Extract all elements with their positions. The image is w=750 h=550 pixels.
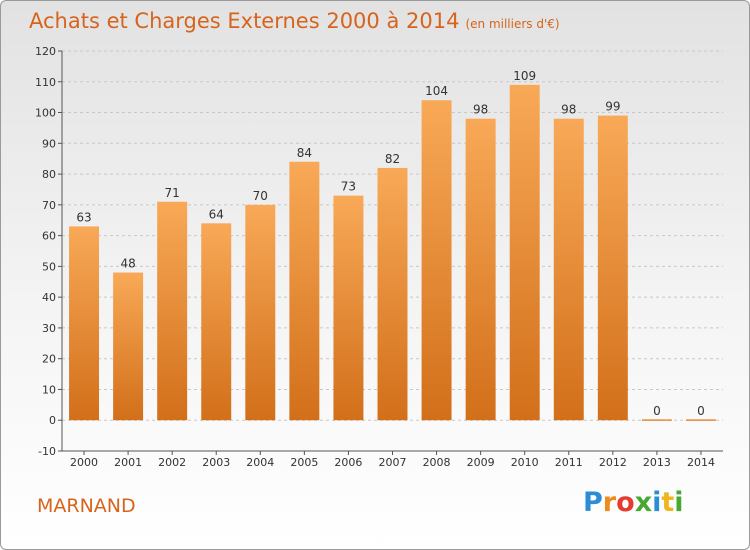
x-tick-label: 2011	[555, 456, 583, 469]
logo-letter: x	[634, 487, 653, 518]
x-tick-label: 2010	[511, 456, 539, 469]
logo-letter: o	[616, 487, 635, 518]
data-label: 98	[561, 103, 576, 117]
x-tick-label: 2000	[70, 456, 98, 469]
logo-letter: r	[602, 487, 617, 518]
bar	[465, 118, 496, 421]
bar	[553, 118, 584, 421]
data-label: 109	[513, 69, 536, 83]
bar	[157, 201, 188, 421]
y-tick-label: -10	[38, 445, 56, 458]
y-tick-label: 60	[42, 230, 56, 243]
bar	[641, 419, 672, 421]
logo-letter: i	[674, 487, 684, 518]
x-tick-label: 2012	[599, 456, 627, 469]
commune-name: MARNAND	[37, 495, 136, 517]
x-tick-label: 2009	[467, 456, 495, 469]
data-label: 0	[653, 404, 661, 418]
bar	[421, 100, 452, 421]
x-tick-label: 2004	[246, 456, 274, 469]
data-label: 70	[253, 189, 268, 203]
data-label: 98	[473, 103, 488, 117]
y-tick-label: 100	[35, 107, 56, 120]
bar	[245, 204, 276, 421]
bar	[377, 167, 408, 421]
data-label: 0	[697, 404, 705, 418]
data-label: 64	[209, 207, 224, 221]
y-tick-label: 10	[42, 383, 56, 396]
x-tick-label: 2002	[158, 456, 186, 469]
x-tick-label: 2007	[379, 456, 407, 469]
logo-letter: i	[652, 487, 662, 518]
data-label: 99	[605, 100, 620, 114]
y-tick-label: 40	[42, 291, 56, 304]
proxiti-logo: Proxiti	[583, 487, 684, 518]
bar	[685, 419, 716, 421]
y-tick-label: 110	[35, 76, 56, 89]
bar	[333, 195, 364, 421]
unit-note: (en milliers d'€)	[465, 17, 560, 31]
x-tick-label: 2014	[687, 456, 715, 469]
data-label: 63	[76, 210, 91, 224]
logo-letter: P	[583, 487, 603, 518]
data-label: 73	[341, 180, 356, 194]
chart-title-text: Achats et Charges Externes 2000 à 2014	[29, 9, 460, 33]
data-label: 48	[120, 257, 135, 271]
y-tick-label: 20	[42, 353, 56, 366]
data-label: 82	[385, 152, 400, 166]
data-label: 104	[425, 84, 448, 98]
bar	[289, 161, 320, 421]
x-tick-label: 2013	[643, 456, 671, 469]
data-label: 84	[297, 146, 312, 160]
bar	[69, 226, 100, 421]
x-tick-label: 2001	[114, 456, 142, 469]
y-tick-label: 0	[49, 414, 56, 427]
y-tick-label: 30	[42, 322, 56, 335]
data-label: 71	[165, 186, 180, 200]
y-tick-label: 50	[42, 260, 56, 273]
bar	[113, 272, 144, 421]
x-tick-label: 2005	[290, 456, 318, 469]
x-tick-label: 2006	[334, 456, 362, 469]
logo-letter: t	[661, 487, 675, 518]
bar	[509, 84, 540, 421]
x-tick-label: 2008	[423, 456, 451, 469]
bar	[201, 223, 232, 421]
y-tick-label: 120	[35, 45, 56, 58]
y-tick-label: 90	[42, 137, 56, 150]
x-tick-label: 2003	[202, 456, 230, 469]
y-tick-label: 80	[42, 168, 56, 181]
chart-title: Achats et Charges Externes 2000 à 2014 (e…	[29, 9, 560, 33]
y-tick-label: 70	[42, 199, 56, 212]
bar	[597, 115, 628, 421]
